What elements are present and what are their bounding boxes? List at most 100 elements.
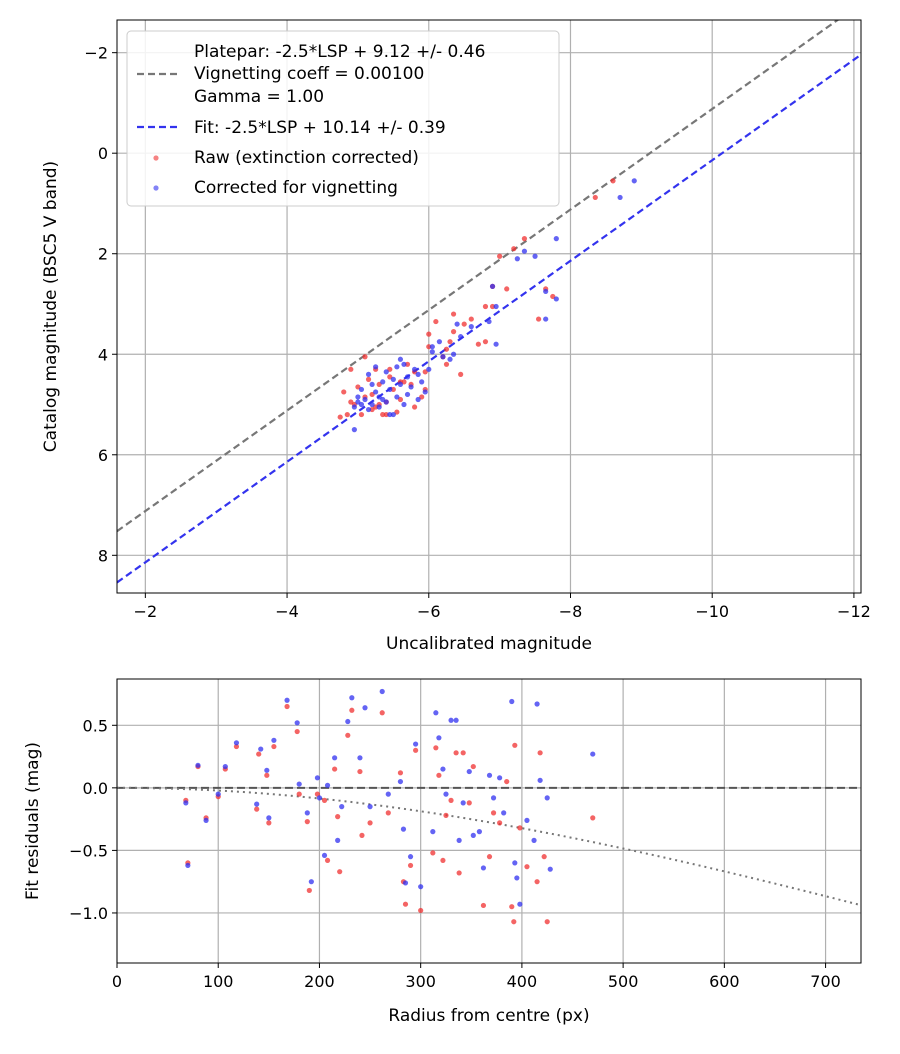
data-point — [592, 194, 598, 201]
data-point — [468, 316, 474, 322]
data-point — [460, 750, 466, 756]
data-point — [379, 710, 385, 716]
data-point — [531, 837, 537, 843]
data-point — [412, 404, 418, 410]
data-point — [537, 777, 543, 783]
data-point — [517, 825, 523, 831]
data-point — [418, 907, 424, 914]
data-point — [365, 371, 372, 377]
top-fit-lines — [117, 20, 861, 584]
data-point — [397, 778, 404, 785]
data-point — [468, 324, 474, 330]
data-point — [383, 369, 389, 375]
data-point — [233, 743, 240, 750]
data-point — [512, 860, 518, 866]
data-point — [486, 318, 492, 325]
data-point — [514, 875, 520, 881]
data-point — [443, 791, 449, 797]
data-point — [306, 887, 312, 894]
data-point — [447, 339, 453, 345]
data-point — [337, 869, 343, 875]
data-point — [610, 178, 616, 184]
data-point — [390, 376, 396, 382]
data-point — [443, 812, 449, 818]
data-point — [504, 286, 510, 292]
data-point — [271, 743, 277, 750]
data-point — [436, 772, 442, 778]
y-tick-label: 6 — [98, 446, 108, 465]
data-point — [443, 346, 450, 352]
data-point — [553, 236, 559, 242]
fit-line — [117, 20, 840, 533]
data-point — [362, 396, 368, 403]
data-point — [284, 697, 290, 703]
top-chart-panel: −2 −4 −6 −8 −10 −12 −2 0 2 4 6 8 Uncalibrated magn… — [41, 19, 871, 654]
data-point — [631, 178, 637, 184]
y-tick-label: 8 — [98, 546, 108, 565]
data-point — [453, 750, 459, 756]
top-x-axis-label: Uncalibrated magnitude — [386, 634, 592, 654]
data-point — [547, 866, 553, 872]
data-point — [349, 695, 355, 701]
x-tick-label: 500 — [608, 972, 639, 991]
x-tick-label: −8 — [559, 602, 583, 621]
data-point — [509, 698, 515, 705]
data-point — [470, 832, 476, 838]
bottom-x-axis-label: Radius from centre (px) — [388, 1006, 589, 1026]
x-tick-label: −12 — [837, 602, 871, 621]
data-point — [258, 746, 264, 752]
data-point — [490, 795, 497, 801]
data-point — [387, 411, 393, 418]
x-tick-label: 600 — [709, 972, 740, 991]
bottom-y-ticks: −1.0 −0.5 0.0 0.5 — [69, 716, 117, 923]
data-point — [266, 815, 272, 821]
top-y-ticks: −2 0 2 4 6 8 — [84, 44, 117, 565]
x-tick-label: 0 — [112, 972, 122, 991]
data-point — [365, 406, 372, 413]
data-point — [324, 782, 331, 788]
data-point — [408, 384, 414, 390]
data-point — [332, 766, 338, 772]
x-tick-label: −2 — [134, 602, 158, 621]
data-point — [367, 820, 373, 826]
data-point — [401, 361, 407, 367]
data-point — [362, 705, 368, 711]
bottom-chart-panel: 0 100 200 300 400 500 600 700 −1.0 −0.5 0.0 0.5 Ra… — [23, 678, 862, 1026]
legend-marker-corrected — [153, 185, 159, 191]
data-point — [387, 386, 393, 393]
data-point — [536, 316, 542, 322]
top-plot-frame — [116, 19, 862, 594]
data-point — [254, 806, 260, 812]
data-point — [380, 411, 386, 418]
data-point — [415, 371, 421, 377]
data-point — [254, 801, 260, 807]
data-point — [461, 321, 467, 327]
data-point — [422, 389, 428, 395]
data-point — [314, 775, 321, 781]
data-point — [412, 366, 418, 372]
legend-label-gamma: Gamma = 1.00 — [194, 87, 324, 107]
data-point — [436, 339, 442, 345]
data-point — [256, 751, 262, 757]
data-point — [369, 381, 375, 388]
data-point — [436, 735, 442, 741]
data-point — [512, 742, 518, 748]
y-tick-label: −1.0 — [69, 904, 108, 923]
data-point — [335, 837, 341, 843]
data-point — [470, 763, 476, 770]
data-point — [308, 879, 314, 885]
top-x-ticks: −2 −4 −6 −8 −10 −12 — [134, 593, 871, 621]
data-point — [185, 862, 191, 869]
data-point — [553, 296, 559, 302]
data-point — [454, 321, 460, 327]
data-point — [511, 246, 517, 252]
data-point — [497, 820, 503, 826]
data-point — [380, 396, 386, 403]
data-point — [345, 718, 351, 725]
data-point — [373, 364, 379, 370]
x-tick-label: 100 — [203, 972, 234, 991]
x-tick-label: 700 — [810, 972, 841, 991]
data-point — [321, 852, 328, 859]
data-point — [456, 870, 462, 876]
